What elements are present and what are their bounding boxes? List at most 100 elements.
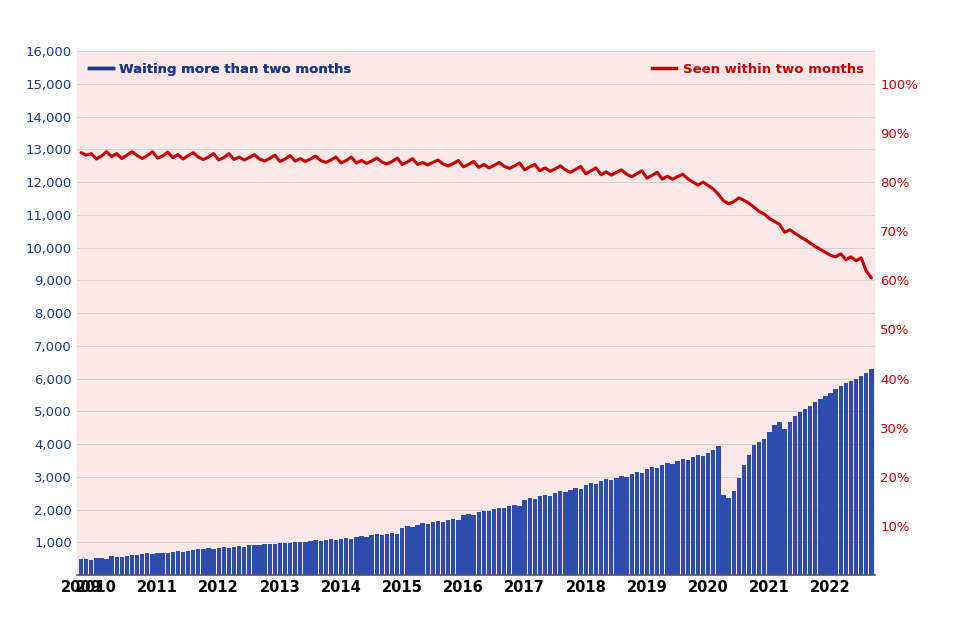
Bar bbox=[262, 544, 266, 575]
Bar bbox=[776, 422, 781, 575]
Bar bbox=[716, 446, 720, 575]
Bar bbox=[185, 551, 190, 575]
Bar bbox=[160, 553, 164, 575]
Bar bbox=[659, 465, 664, 575]
Bar bbox=[405, 527, 409, 575]
Bar bbox=[863, 373, 868, 575]
Bar bbox=[736, 479, 740, 575]
Bar bbox=[593, 484, 598, 575]
Bar bbox=[446, 520, 450, 575]
Bar bbox=[548, 495, 552, 575]
Bar bbox=[329, 539, 333, 575]
Bar bbox=[460, 516, 465, 575]
Bar bbox=[792, 415, 797, 575]
Bar bbox=[654, 468, 658, 575]
Bar bbox=[573, 488, 578, 575]
Bar bbox=[380, 535, 383, 575]
Bar bbox=[869, 369, 873, 575]
Bar bbox=[349, 539, 353, 575]
Bar bbox=[333, 540, 337, 575]
Bar bbox=[272, 544, 277, 575]
Bar bbox=[827, 393, 832, 575]
Bar bbox=[481, 511, 485, 575]
Bar bbox=[456, 520, 460, 575]
Bar bbox=[522, 500, 527, 575]
Bar bbox=[242, 546, 246, 575]
Bar bbox=[843, 383, 848, 575]
Bar bbox=[562, 492, 567, 575]
Bar bbox=[84, 559, 88, 575]
Bar bbox=[685, 460, 689, 575]
Bar bbox=[181, 552, 185, 575]
Bar bbox=[710, 450, 715, 575]
Bar bbox=[221, 547, 226, 575]
Bar bbox=[665, 463, 669, 575]
Bar bbox=[553, 493, 556, 575]
Bar bbox=[313, 540, 317, 575]
Bar bbox=[588, 482, 593, 575]
Bar bbox=[511, 505, 516, 575]
Bar bbox=[170, 551, 175, 575]
Bar bbox=[395, 534, 399, 575]
Bar bbox=[624, 477, 628, 575]
Bar bbox=[135, 555, 139, 575]
Bar bbox=[191, 550, 195, 575]
Bar bbox=[772, 425, 776, 575]
Bar bbox=[420, 523, 425, 575]
Bar bbox=[293, 542, 297, 575]
Bar bbox=[409, 527, 414, 575]
Bar bbox=[517, 506, 521, 575]
Bar bbox=[491, 509, 496, 575]
Bar bbox=[431, 522, 434, 575]
Bar bbox=[140, 554, 144, 575]
Bar bbox=[761, 439, 766, 575]
Bar bbox=[415, 525, 419, 575]
Bar bbox=[578, 489, 582, 575]
Text: CANCER PATIENTS STARTING TREATMENT WITHIN TWO MONTHS OF URGENT GP REFERRAL: CANCER PATIENTS STARTING TREATMENT WITHI… bbox=[38, 15, 923, 33]
Bar bbox=[675, 461, 679, 575]
Bar bbox=[400, 528, 404, 575]
Bar bbox=[604, 479, 607, 575]
Bar bbox=[145, 553, 149, 575]
Bar bbox=[497, 507, 501, 575]
Bar bbox=[236, 546, 241, 575]
Bar bbox=[848, 381, 852, 575]
Bar bbox=[298, 541, 302, 575]
Bar bbox=[110, 557, 113, 575]
Bar bbox=[201, 548, 206, 575]
Bar bbox=[746, 454, 751, 575]
Bar bbox=[532, 499, 536, 575]
Bar bbox=[471, 514, 476, 575]
Bar bbox=[730, 491, 735, 575]
Bar bbox=[364, 537, 368, 575]
Bar bbox=[287, 544, 292, 575]
Bar bbox=[267, 544, 272, 575]
Bar bbox=[812, 402, 817, 575]
Bar bbox=[695, 455, 700, 575]
Bar bbox=[451, 519, 455, 575]
Bar bbox=[89, 560, 93, 575]
Bar bbox=[767, 432, 771, 575]
Bar bbox=[634, 472, 638, 575]
Bar bbox=[690, 458, 695, 575]
Bar bbox=[252, 544, 257, 575]
Bar bbox=[303, 542, 308, 575]
Bar bbox=[389, 533, 394, 575]
Bar bbox=[701, 456, 704, 575]
Bar bbox=[476, 512, 480, 575]
Bar bbox=[247, 545, 251, 575]
Bar bbox=[125, 556, 129, 575]
Bar bbox=[502, 509, 505, 575]
Bar bbox=[155, 553, 160, 575]
Bar bbox=[440, 521, 445, 575]
Bar bbox=[227, 548, 231, 575]
Bar bbox=[283, 543, 286, 575]
Bar bbox=[568, 489, 572, 575]
Bar bbox=[858, 376, 862, 575]
Bar bbox=[802, 409, 806, 575]
Bar bbox=[130, 555, 134, 575]
Bar bbox=[114, 557, 119, 575]
Bar bbox=[176, 551, 180, 575]
Bar bbox=[99, 558, 104, 575]
Bar bbox=[323, 540, 328, 575]
